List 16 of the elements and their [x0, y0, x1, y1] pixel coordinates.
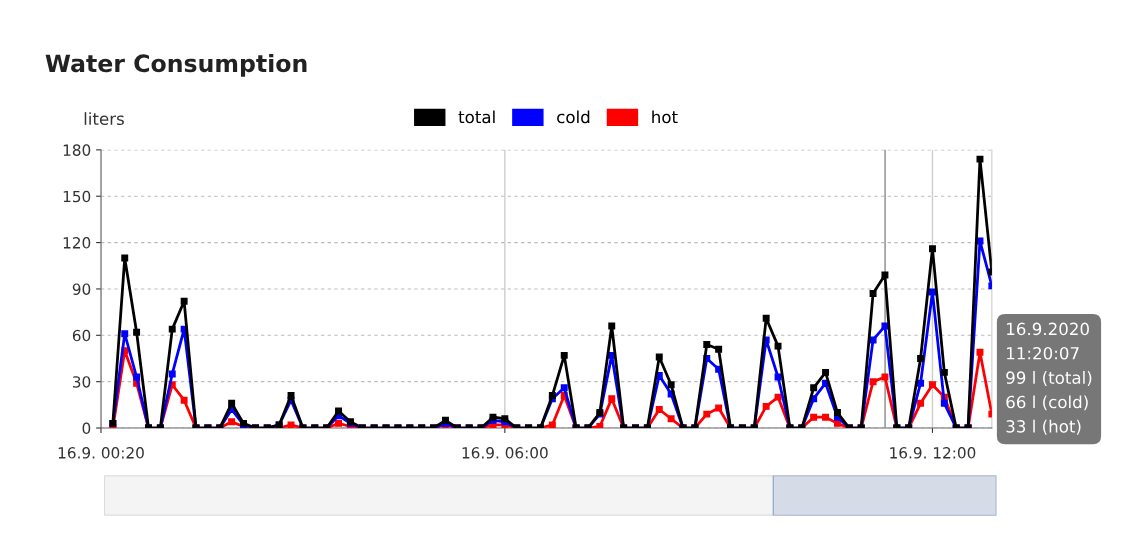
legend-label: hot — [652, 110, 678, 124]
y-tick-label: 60 — [72, 329, 91, 342]
y-tick-label: 120 — [63, 237, 91, 249]
legend-label: cold — [557, 110, 590, 124]
y-tick-label: 180 — [63, 144, 91, 156]
y-tick-label: 30 — [72, 376, 91, 388]
y-axis-title: liters — [84, 112, 124, 126]
x-tick-label: 16.9. 12:00 — [890, 447, 976, 459]
chart-title: Water Consumption — [45, 53, 307, 77]
x-tick-label: 16.9. 00:20 — [58, 447, 144, 459]
text: 16.9.2020 11:20:07 99 l (total) 66 l (cold) 33 l (hot) — [1006, 322, 1092, 435]
legend-label: total — [458, 110, 495, 124]
y-tick-label: 90 — [72, 283, 91, 295]
x-tick-label: 16.9. 06:00 — [462, 447, 548, 459]
y-tick-label: 150 — [63, 190, 91, 203]
y-tick-label: 0 — [82, 422, 91, 435]
